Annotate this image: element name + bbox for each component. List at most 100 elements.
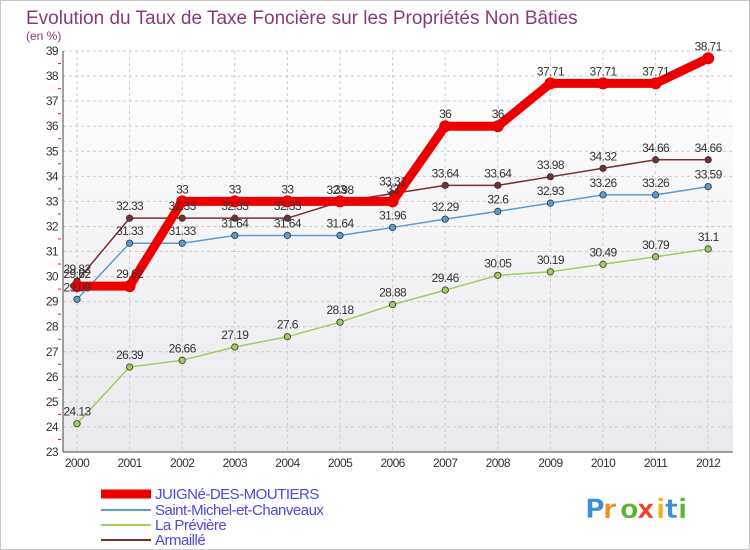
data-label: 30.49 [589, 245, 617, 259]
proxiti-logo: Pr ox i t i [585, 494, 688, 526]
series-layer [71, 52, 715, 428]
data-label: 31.64 [326, 216, 354, 230]
y-tick-label: 28 [46, 320, 59, 334]
data-point [494, 181, 502, 189]
legend-entry: JUIGNé-DES-MOUTIERS [155, 486, 319, 503]
data-label: 26.39 [116, 348, 144, 362]
y-tick-label: 26 [46, 370, 59, 384]
legend: JUIGNé-DES-MOUTIERSSaint-Michel-et-Chanv… [101, 486, 325, 549]
data-point [494, 271, 502, 279]
data-point [281, 195, 294, 208]
logo-letter: x [637, 494, 654, 525]
data-label: 34.32 [589, 149, 617, 163]
data-point [178, 239, 186, 247]
data-label: 31.33 [116, 224, 144, 238]
data-point [441, 215, 449, 223]
data-label: 28.88 [379, 286, 407, 300]
data-label: 29.46 [432, 271, 460, 285]
data-label: 32.33 [116, 199, 144, 213]
data-label: 32.98 [326, 183, 354, 197]
data-point [231, 231, 239, 240]
legend-entry: Armaillé [155, 532, 205, 549]
x-tick-label: 2007 [433, 456, 458, 470]
data-label: 32.29 [432, 200, 460, 214]
y-tick-label: 23 [46, 445, 59, 459]
x-tick-label: 2012 [696, 456, 721, 470]
data-point [73, 420, 81, 428]
data-point [491, 120, 504, 133]
x-tick-label: 2008 [486, 456, 511, 470]
data-label: 37.71 [642, 64, 670, 78]
data-point [231, 343, 239, 351]
data-point [702, 52, 715, 65]
data-point [178, 356, 186, 364]
logo-letter: o [620, 494, 639, 525]
data-point [441, 286, 449, 294]
axes: 23 24 25 26 27 28 29 30 31 32 33 34 35 36 37 38 39 2000 20… [46, 44, 733, 470]
data-label: 27.19 [221, 328, 249, 342]
chart-title: Evolution du Taux de Taxe Foncière sur l… [26, 8, 578, 29]
x-tick-label: 2004 [275, 456, 300, 470]
data-label: 33.98 [537, 158, 565, 172]
data-label: 32.93 [537, 184, 565, 198]
data-point [123, 280, 136, 293]
data-label: 32.33 [274, 199, 302, 213]
x-tick-label: 2002 [170, 456, 195, 470]
data-label: 33 [281, 182, 294, 196]
data-label: 36 [439, 107, 452, 121]
data-label: 29.62 [63, 267, 91, 281]
data-label: 32.33 [221, 199, 249, 213]
data-label: 33 [387, 182, 400, 196]
data-label: 29.82 [63, 262, 91, 276]
data-label: 36 [492, 107, 505, 121]
data-label: 31.96 [379, 208, 407, 222]
data-label: 34.66 [642, 141, 670, 155]
data-label: 37.71 [589, 64, 617, 78]
logo-letter: i [656, 494, 665, 525]
data-point [336, 318, 344, 326]
data-label: 37.71 [537, 64, 565, 78]
data-label: 34.66 [695, 141, 723, 155]
x-tick-label: 2011 [644, 456, 668, 470]
data-point [176, 195, 189, 208]
x-tick-label: 2000 [65, 456, 90, 470]
data-label: 26.66 [169, 341, 197, 355]
data-point [439, 120, 452, 133]
x-tick-label: 2001 [117, 456, 142, 470]
data-point [126, 239, 134, 247]
data-label: 32.6 [487, 192, 509, 206]
data-point [388, 223, 397, 232]
data-label: 29.09 [63, 280, 91, 294]
data-point [704, 245, 712, 253]
data-label: 33 [176, 182, 189, 196]
x-tick-label: 2009 [538, 456, 563, 470]
data-point [283, 231, 291, 240]
grid [63, 50, 733, 453]
data-labels: 29.62 29.62 33 33 33 33 33 36 36 37.71 37.71 37.71 3… [63, 39, 723, 418]
data-point [73, 295, 81, 303]
data-point [597, 77, 609, 90]
data-point [546, 173, 555, 181]
data-label: 33.26 [589, 176, 617, 190]
logo-letter: t [665, 494, 678, 525]
y-tick-label: 29 [46, 295, 59, 309]
logo-letter: P [585, 494, 605, 525]
data-label: 31.1 [698, 230, 720, 244]
data-point [651, 253, 660, 261]
y-tick-label: 34 [46, 169, 59, 183]
data-point [71, 280, 83, 293]
x-tick-label: 2006 [380, 456, 405, 470]
logo-letter: i [678, 494, 687, 525]
data-point [336, 231, 344, 240]
x-tick-label: 2005 [328, 456, 353, 470]
data-label: 33.31 [379, 175, 407, 189]
data-label: 29.62 [116, 267, 144, 281]
data-point [126, 214, 134, 222]
y-tick-label: 36 [46, 119, 59, 133]
data-label: 31.64 [221, 216, 249, 230]
data-point [126, 363, 134, 371]
data-point [178, 214, 186, 222]
legend-entry: Saint-Michel-et-Chanveaux [155, 502, 324, 519]
plot-area [63, 51, 733, 452]
